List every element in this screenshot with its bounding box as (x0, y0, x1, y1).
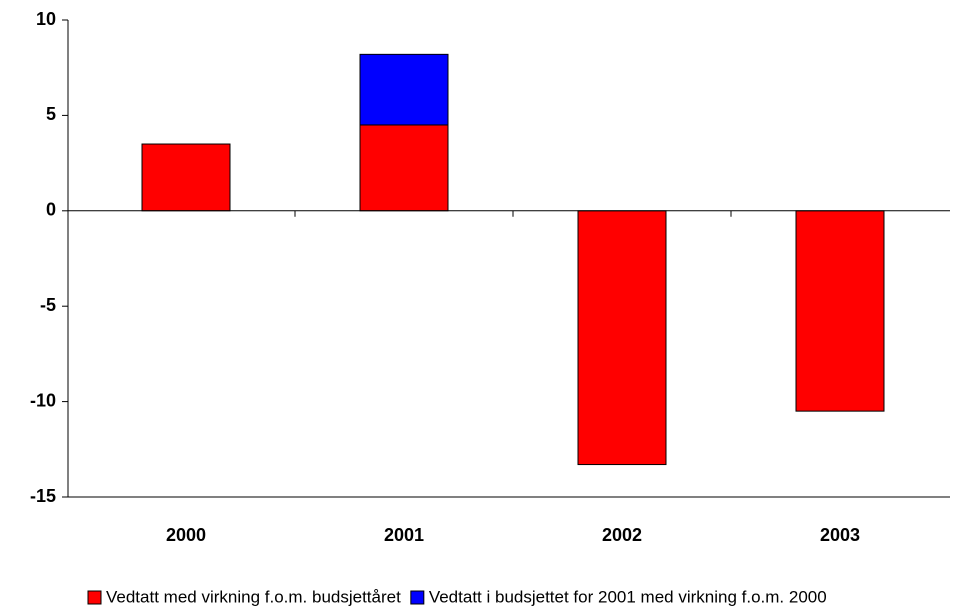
legend-swatch (410, 590, 425, 605)
bar (359, 124, 449, 212)
y-tick-label: -5 (40, 295, 56, 315)
x-tick-label: 2002 (602, 525, 642, 545)
y-tick-label: 5 (46, 104, 56, 124)
y-tick-label: 0 (46, 200, 56, 220)
bar (359, 53, 449, 126)
x-tick-label: 2003 (820, 525, 860, 545)
bar (577, 210, 667, 466)
legend-swatch (87, 590, 102, 605)
bar (795, 210, 885, 412)
y-tick-label: -10 (30, 390, 56, 410)
legend-label: Vedtatt i budsjettet for 2001 med virkni… (429, 587, 827, 606)
x-tick-label: 2001 (384, 525, 424, 545)
bar (141, 143, 231, 212)
legend-label: Vedtatt med virkning f.o.m. budsjettåret (106, 587, 401, 606)
y-tick-label: 10 (36, 9, 56, 29)
y-tick-label: -15 (30, 486, 56, 506)
x-tick-label: 2000 (166, 525, 206, 545)
